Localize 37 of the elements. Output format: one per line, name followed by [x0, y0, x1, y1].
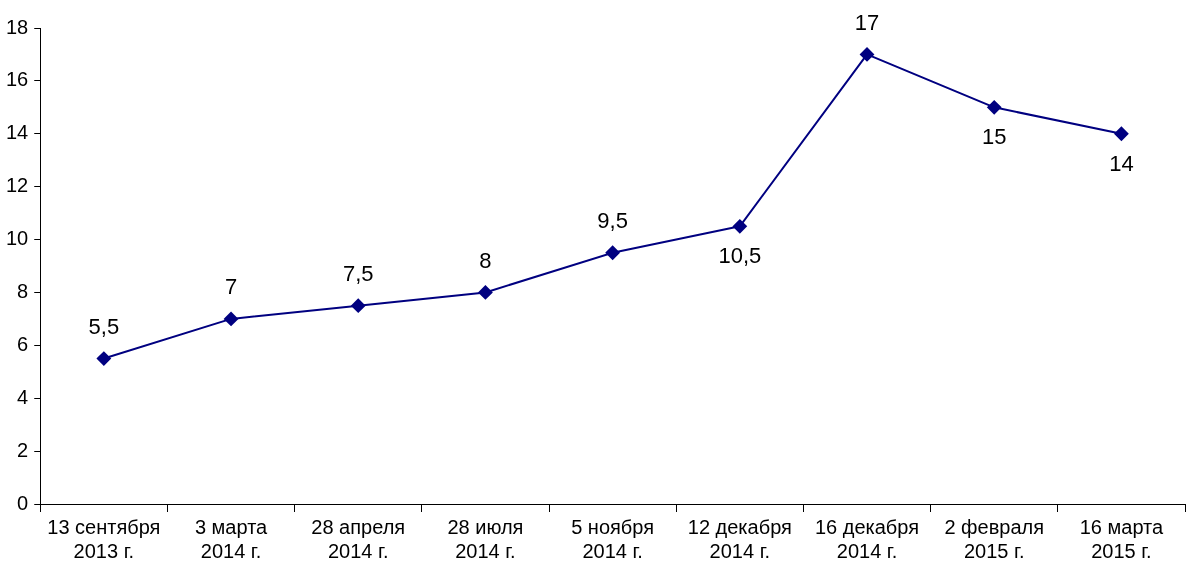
y-tick-label: 6: [17, 332, 29, 355]
x-tick-label: 13 сентября 2013 г.: [47, 515, 161, 562]
point: [860, 47, 875, 62]
data-label: 15: [981, 124, 1007, 150]
y-tick-label: 18: [6, 15, 29, 38]
x-tick-label: 2 февраля 2015 г.: [944, 515, 1045, 562]
data-label: 5,5: [88, 313, 120, 339]
x-tick-label: 12 декабря 2014 г.: [687, 515, 792, 562]
point: [478, 285, 493, 300]
point: [224, 311, 239, 326]
y-tick-label: 10: [6, 227, 29, 250]
x-tick-label: 16 декабря 2014 г.: [814, 515, 920, 562]
data-label: 9,5: [597, 207, 628, 233]
data-label: 17: [854, 9, 880, 35]
x-tick-label: 16 марта 2015 г.: [1079, 515, 1164, 562]
y-tick-label: 12: [6, 174, 29, 197]
y-tick-label: 14: [6, 121, 29, 144]
x-tick-label: 28 апреля 2014 г.: [311, 515, 406, 562]
point: [605, 245, 620, 260]
y-tick-label: 4: [17, 385, 29, 408]
x-tick-label: 3 марта 2014 г.: [194, 515, 269, 562]
point: [732, 219, 747, 234]
x-tick-label: 5 ноября 2014 г.: [571, 515, 655, 562]
data-label: 8: [479, 247, 492, 273]
x-tick-label: 28 июля 2014 г.: [447, 515, 524, 562]
point: [351, 298, 366, 313]
point: [987, 100, 1002, 115]
data-label: 10,5: [718, 243, 762, 269]
y-tick-label: 0: [17, 491, 29, 514]
y-tick-label: 16: [6, 68, 29, 91]
point: [96, 351, 111, 366]
y-tick-label: 2: [17, 438, 29, 461]
data-label: 7: [224, 273, 238, 299]
point: [1114, 126, 1129, 141]
data-label: 14: [1109, 150, 1134, 176]
y-tick-label: 8: [17, 279, 29, 302]
data-label: 7,5: [342, 260, 374, 286]
